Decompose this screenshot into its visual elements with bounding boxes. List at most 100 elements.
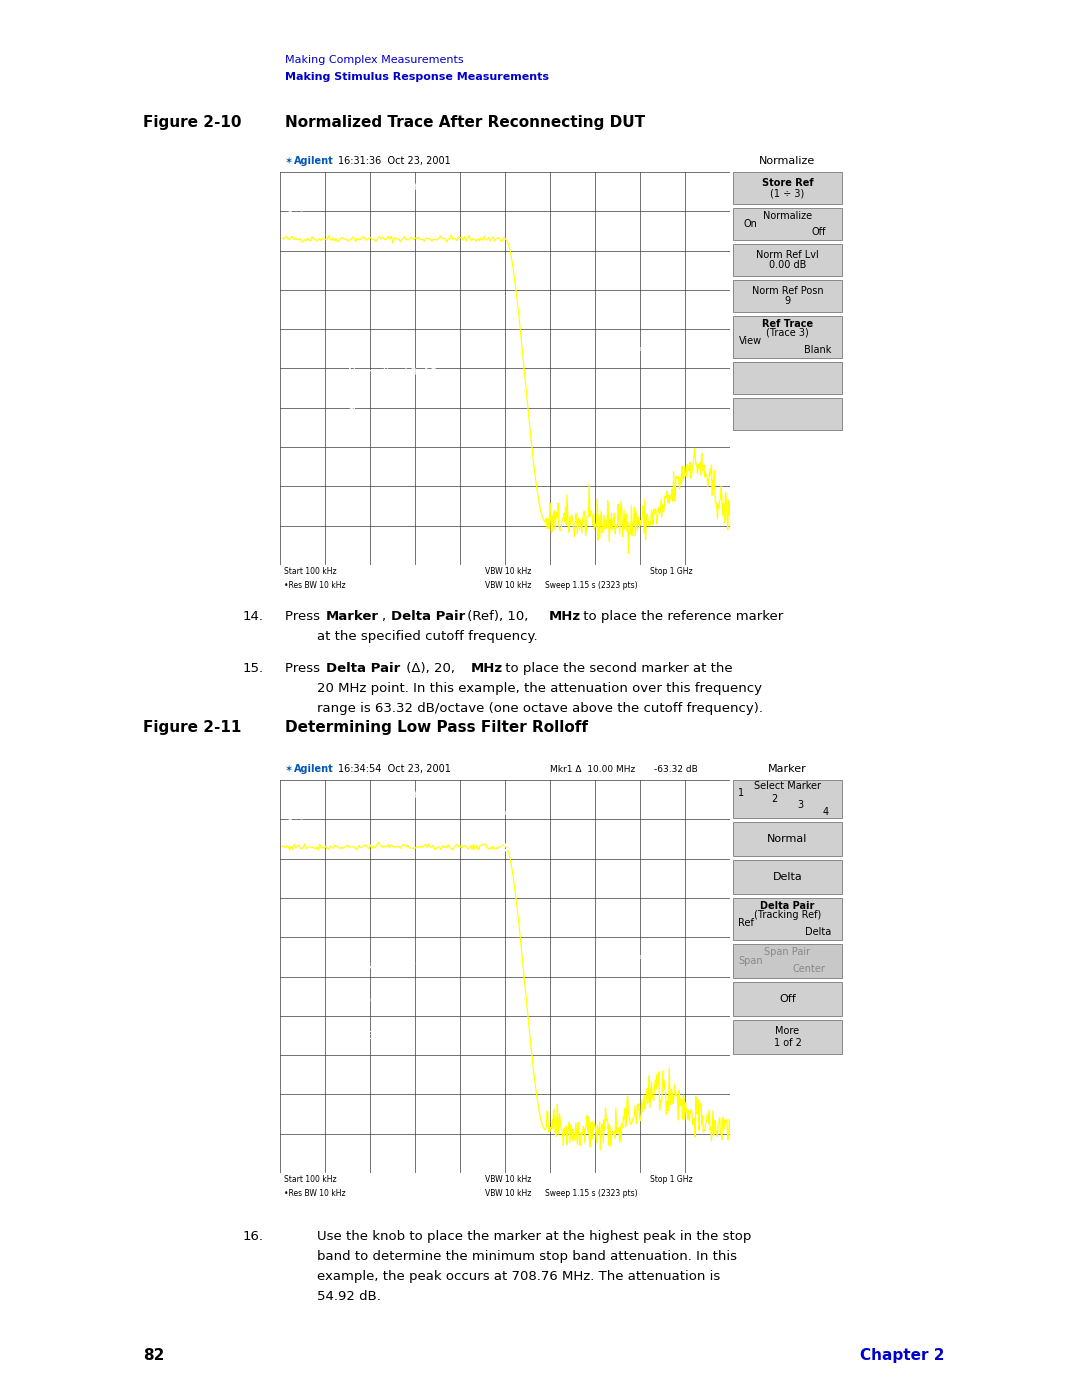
- Text: Ref 0 dB: Ref 0 dB: [287, 183, 319, 193]
- Text: 15.: 15.: [243, 662, 265, 675]
- Text: Atten 10 dB: Atten 10 dB: [406, 183, 451, 193]
- Text: 0.00 dB: 0.00 dB: [769, 260, 806, 271]
- Text: (Δ), 20,: (Δ), 20,: [402, 662, 459, 675]
- Text: Ref: Ref: [739, 918, 754, 928]
- Text: DC Coupled: DC Coupled: [618, 346, 658, 352]
- Bar: [733, 898, 842, 940]
- Text: Atten 10 dB: Atten 10 dB: [406, 791, 451, 800]
- Text: (1 ÷ 3): (1 ÷ 3): [770, 189, 805, 198]
- Text: Normal: Normal: [767, 834, 808, 844]
- Text: On: On: [744, 219, 758, 229]
- Text: Determining Low Pass Filter Rolloff: Determining Low Pass Filter Rolloff: [285, 719, 588, 735]
- Text: W1  S2: W1 S2: [287, 462, 311, 468]
- Text: 10: 10: [287, 256, 296, 265]
- Bar: [733, 316, 842, 358]
- Bar: [733, 944, 842, 978]
- Text: 2: 2: [771, 793, 778, 805]
- Text: to place the second marker at the: to place the second marker at the: [501, 662, 732, 675]
- Text: 20 MHz point. In this example, the attenuation over this frequency: 20 MHz point. In this example, the atten…: [318, 682, 762, 694]
- Text: Start 100 kHz: Start 100 kHz: [284, 1175, 337, 1185]
- Text: at the specified cutoff frequency.: at the specified cutoff frequency.: [318, 630, 538, 643]
- Text: •Res BW 10 kHz: •Res BW 10 kHz: [284, 581, 346, 591]
- Text: Peak: Peak: [287, 211, 305, 219]
- Text: MHz: MHz: [549, 610, 581, 623]
- Text: Blank: Blank: [804, 345, 832, 355]
- Text: Center: Center: [793, 964, 825, 975]
- Text: (Trace 3): (Trace 3): [766, 328, 809, 338]
- Text: 82: 82: [143, 1348, 164, 1363]
- Text: Mkr1 Δ  10.00 MHz: Mkr1 Δ 10.00 MHz: [550, 764, 635, 774]
- Text: •Res BW 10 kHz: •Res BW 10 kHz: [284, 1189, 346, 1199]
- Text: 14.: 14.: [243, 610, 264, 623]
- Text: VBW 10 kHz: VBW 10 kHz: [485, 567, 531, 577]
- Text: Delta Pair: Delta Pair: [760, 901, 814, 911]
- Text: Marker: Marker: [326, 610, 379, 623]
- Text: (Ref), 10,: (Ref), 10,: [463, 610, 532, 623]
- Bar: [733, 244, 842, 277]
- Text: Delta: Delta: [772, 872, 802, 882]
- Bar: [733, 861, 842, 894]
- Text: 9: 9: [348, 402, 355, 415]
- Text: Sweep 1.15 s (2323 pts): Sweep 1.15 s (2323 pts): [545, 1189, 637, 1199]
- Text: Log: Log: [287, 842, 300, 851]
- Text: ✶: ✶: [284, 764, 292, 774]
- Text: Delta Pair: Delta Pair: [391, 610, 465, 623]
- Text: Agilent: Agilent: [294, 764, 334, 774]
- Text: Normalized Trace After Reconnecting DUT: Normalized Trace After Reconnecting DUT: [285, 115, 645, 130]
- Text: 16:34:54  Oct 23, 2001: 16:34:54 Oct 23, 2001: [338, 764, 450, 774]
- Bar: [733, 362, 842, 394]
- Text: Peak: Peak: [287, 819, 305, 828]
- Text: Figure 2-11: Figure 2-11: [143, 719, 241, 735]
- Text: 9: 9: [784, 296, 791, 306]
- Bar: [733, 821, 842, 856]
- Text: range is 63.32 dB/octave (one octave above the cutoff frequency).: range is 63.32 dB/octave (one octave abo…: [318, 703, 764, 715]
- Text: S3  FC: S3 FC: [287, 489, 309, 496]
- Text: DC Coupled: DC Coupled: [618, 954, 658, 960]
- Text: 4: 4: [823, 806, 829, 817]
- Text: Normalized Ref Posn: Normalized Ref Posn: [348, 369, 455, 379]
- Text: S3  FC: S3 FC: [287, 1097, 309, 1104]
- Text: 16:31:36  Oct 23, 2001: 16:31:36 Oct 23, 2001: [338, 156, 450, 166]
- Text: Normalize: Normalize: [762, 211, 812, 221]
- Text: AA: AA: [296, 517, 306, 522]
- Text: Ref 0 dB: Ref 0 dB: [287, 791, 319, 800]
- Text: Delta Pair: Delta Pair: [326, 662, 401, 675]
- Text: 20.000000 MHz: 20.000000 MHz: [348, 996, 429, 1006]
- Text: VBW 10 kHz: VBW 10 kHz: [485, 1175, 531, 1185]
- Text: to place the reference marker: to place the reference marker: [579, 610, 783, 623]
- Text: Press: Press: [285, 662, 324, 675]
- Text: Use the knob to place the marker at the highest peak in the stop: Use the knob to place the marker at the …: [318, 1229, 752, 1243]
- Text: Span Pair: Span Pair: [765, 947, 811, 957]
- Text: ✶: ✶: [284, 156, 292, 166]
- Text: dB/: dB/: [287, 278, 299, 286]
- Text: 1: 1: [739, 788, 744, 798]
- Text: 3: 3: [797, 800, 804, 810]
- Text: 10: 10: [287, 863, 296, 873]
- Text: Normalize: Normalize: [759, 156, 815, 166]
- Text: Select Marker: Select Marker: [754, 781, 821, 791]
- Text: band to determine the minimum stop band attenuation. In this: band to determine the minimum stop band …: [318, 1250, 738, 1263]
- Bar: [733, 1020, 842, 1053]
- Text: Start 100 kHz: Start 100 kHz: [284, 567, 337, 577]
- Text: 16.: 16.: [243, 1229, 264, 1243]
- Bar: [733, 172, 842, 204]
- Text: W1  S2: W1 S2: [287, 1070, 311, 1076]
- Text: Press: Press: [285, 610, 324, 623]
- Text: ,: ,: [382, 610, 391, 623]
- Text: Making Stimulus Response Measurements: Making Stimulus Response Measurements: [285, 73, 549, 82]
- Text: Stop 1 GHz: Stop 1 GHz: [650, 1175, 692, 1185]
- Text: More: More: [775, 1027, 799, 1037]
- Text: Figure 2-10: Figure 2-10: [143, 115, 242, 130]
- Text: Norm Ref Lvl: Norm Ref Lvl: [756, 250, 819, 260]
- Text: Marker: Marker: [768, 764, 807, 774]
- Text: Agilent: Agilent: [294, 156, 334, 166]
- Bar: [733, 780, 842, 819]
- Text: Span: Span: [739, 956, 764, 965]
- Text: (Tracking Ref): (Tracking Ref): [754, 909, 821, 919]
- Text: VBW 10 kHz: VBW 10 kHz: [485, 581, 531, 591]
- Text: Chapter 2: Chapter 2: [860, 1348, 945, 1363]
- Text: Norm Ref Posn: Norm Ref Posn: [752, 285, 823, 296]
- Text: Delta: Delta: [805, 926, 832, 936]
- Text: Log: Log: [287, 235, 300, 243]
- Bar: [733, 279, 842, 312]
